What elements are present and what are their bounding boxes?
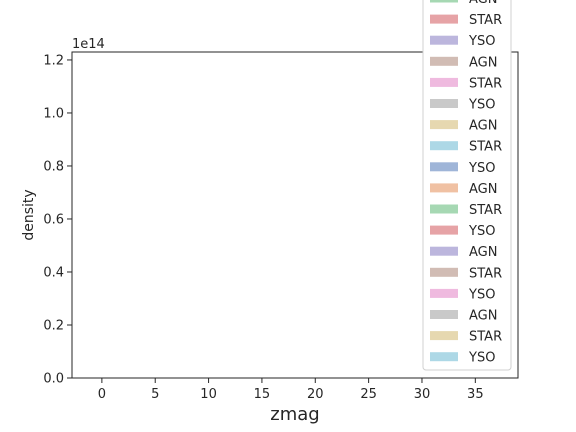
- y-tick-label: 0.2: [43, 318, 64, 333]
- x-axis-label: zmag: [270, 404, 319, 425]
- legend-swatch: [430, 246, 458, 256]
- legend-swatch: [430, 35, 458, 45]
- legend-swatch: [430, 162, 458, 172]
- legend-label: STAR: [469, 266, 502, 281]
- x-tick-label: 10: [200, 387, 217, 402]
- x-tick-label: 30: [414, 387, 431, 402]
- legend-swatch: [430, 288, 458, 298]
- y-tick-label: 0.6: [43, 212, 64, 227]
- legend-label: STAR: [469, 203, 502, 218]
- legend-label: YSO: [468, 34, 495, 49]
- legend-label: YSO: [468, 98, 495, 113]
- y-tick-label: 1.0: [43, 106, 64, 121]
- legend-swatch: [430, 352, 458, 362]
- legend-swatch: [430, 0, 458, 3]
- legend-swatch: [430, 77, 458, 87]
- legend-label: AGN: [469, 119, 497, 134]
- x-tick-label: 0: [98, 387, 106, 402]
- x-tick-label: 25: [360, 387, 377, 402]
- legend-label: YSO: [468, 161, 495, 176]
- legend-label: AGN: [469, 0, 497, 7]
- legend-label: YSO: [468, 287, 495, 302]
- legend-label: AGN: [469, 245, 497, 260]
- legend-label: AGN: [469, 55, 497, 70]
- legend-label: STAR: [469, 76, 502, 91]
- legend-label: STAR: [469, 140, 502, 155]
- legend-swatch: [430, 225, 458, 235]
- legend-frame: [422, 0, 512, 371]
- legend-label: STAR: [469, 330, 502, 345]
- y-tick-label: 0.4: [43, 265, 64, 280]
- y-axis: 0.0 0.2 0.4 0.6 0.8 1.0 1.2: [43, 53, 72, 387]
- y-tick-label: 1.2: [43, 53, 64, 68]
- legend-label: STAR: [469, 13, 502, 28]
- legend-swatch: [430, 99, 458, 108]
- legend-label: AGN: [469, 309, 497, 324]
- legend: AGN STAR YSO AGN STAR YSO AGN STAR YSO AGN STAR YSO…: [422, 0, 512, 371]
- legend-swatch: [430, 56, 458, 66]
- legend-label: YSO: [468, 351, 495, 366]
- legend-swatch: [430, 120, 458, 130]
- legend-swatch: [430, 141, 458, 151]
- y-axis-label: density: [21, 189, 37, 240]
- legend-swatch: [430, 204, 458, 214]
- legend-swatch: [430, 183, 458, 193]
- y-tick-label: 0.0: [43, 372, 64, 387]
- x-tick-label: 35: [467, 387, 484, 402]
- x-tick-label: 15: [254, 387, 271, 402]
- y-offset-label: 1e14: [72, 37, 105, 52]
- y-tick-label: 0.8: [43, 159, 64, 174]
- legend-swatch: [430, 310, 458, 319]
- legend-swatch: [430, 331, 458, 341]
- legend-label: AGN: [469, 182, 497, 197]
- x-tick-label: 20: [307, 387, 324, 402]
- legend-swatch: [430, 14, 458, 24]
- x-axis: 0 5 10 15 20 25 30 35: [98, 378, 484, 402]
- x-tick-label: 5: [151, 387, 159, 402]
- legend-label: YSO: [468, 224, 495, 239]
- legend-swatch: [430, 267, 458, 277]
